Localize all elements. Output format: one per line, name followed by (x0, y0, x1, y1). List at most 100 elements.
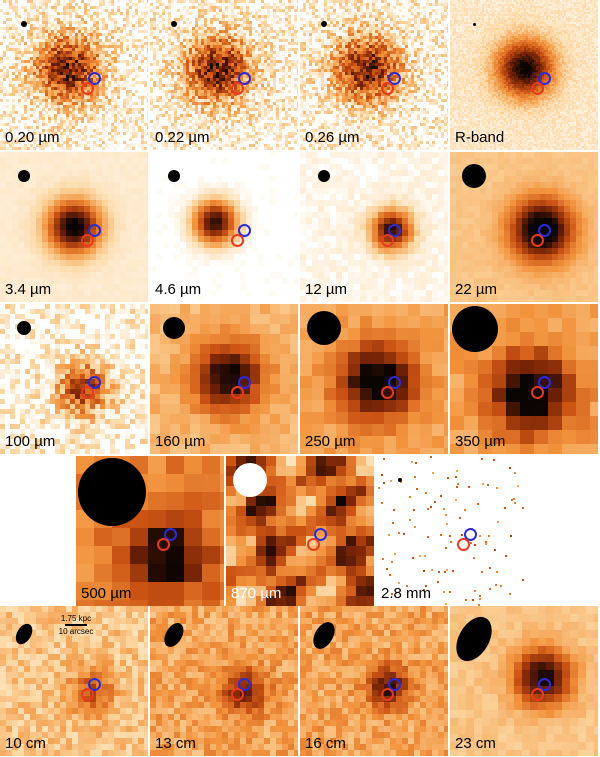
scale-bar: 1.75 kpc 10 arcsec (52, 614, 100, 636)
red-source-circle (457, 538, 470, 551)
wavelength-label: 870 µm (231, 585, 282, 602)
image-panel: 12 µm (300, 152, 448, 302)
red-source-circle (381, 386, 394, 399)
image-background (450, 0, 598, 150)
blue-source-circle (88, 224, 101, 237)
blue-source-circle (388, 72, 401, 85)
image-background (0, 152, 148, 302)
beam-size-marker (462, 164, 486, 188)
blue-source-circle (388, 376, 401, 389)
beam-size-marker (318, 170, 330, 182)
image-panel: 10 cm 1.75 kpc 10 arcsec (0, 606, 148, 756)
blue-source-circle (538, 224, 551, 237)
blue-source-circle (88, 678, 101, 691)
blue-source-circle (314, 528, 327, 541)
red-source-circle (531, 234, 544, 247)
wavelength-label: 10 cm (5, 735, 46, 752)
blue-source-circle (464, 528, 477, 541)
image-panel: 16 cm (300, 606, 448, 756)
red-source-circle (531, 82, 544, 95)
beam-size-marker (18, 170, 30, 182)
blue-source-circle (388, 678, 401, 691)
scale-bar-line (65, 624, 87, 626)
blue-source-circle (538, 376, 551, 389)
red-source-circle (81, 234, 94, 247)
red-source-circle (231, 82, 244, 95)
red-source-circle (231, 688, 244, 701)
beam-size-marker (21, 21, 27, 27)
red-source-circle (81, 688, 94, 701)
red-source-circle (81, 386, 94, 399)
image-background (150, 152, 298, 302)
beam-size-marker (163, 317, 185, 339)
wavelength-label: 160 µm (155, 433, 206, 450)
wavelength-label: 500 µm (81, 585, 132, 602)
wavelength-label: 12 µm (305, 281, 347, 298)
image-panel: 23 cm (450, 606, 598, 756)
red-source-circle (157, 538, 170, 551)
blue-source-circle (88, 376, 101, 389)
wavelength-label: 100 µm (5, 433, 56, 450)
image-panel: 4.6 µm (150, 152, 298, 302)
image-background (0, 0, 148, 150)
beam-size-marker (17, 321, 31, 335)
blue-source-circle (238, 678, 251, 691)
image-background (300, 304, 448, 454)
beam-size-marker (233, 463, 267, 497)
blue-source-circle (164, 528, 177, 541)
wavelength-label: 350 µm (455, 433, 506, 450)
beam-size-marker (452, 306, 498, 352)
wavelength-label: 22 µm (455, 281, 497, 298)
image-panel: 2.8 mm (376, 456, 524, 606)
image-panel: 0.26 µm (300, 0, 448, 150)
wavelength-label: 3.4 µm (5, 281, 52, 298)
wavelength-label: 0.20 µm (5, 129, 60, 146)
red-source-circle (381, 234, 394, 247)
wavelength-label: 2.8 mm (381, 585, 432, 602)
image-panel: 500 µm (76, 456, 224, 606)
red-source-circle (231, 234, 244, 247)
beam-size-marker (472, 22, 476, 26)
image-background (150, 0, 298, 150)
image-panel: 0.22 µm (150, 0, 298, 150)
blue-source-circle (538, 678, 551, 691)
blue-source-circle (238, 224, 251, 237)
wavelength-label: R-band (455, 129, 505, 146)
red-source-circle (307, 538, 320, 551)
image-panel: 0.20 µm (0, 0, 148, 150)
beam-size-marker (307, 311, 341, 345)
red-source-circle (381, 82, 394, 95)
image-panel: 13 cm (150, 606, 298, 756)
wavelength-label: 4.6 µm (155, 281, 202, 298)
wavelength-label: 23 cm (455, 735, 496, 752)
image-panel: R-band (450, 0, 598, 150)
wavelength-label: 250 µm (305, 433, 356, 450)
red-source-circle (81, 82, 94, 95)
scale-bar-arcsec-label: 10 arcsec (58, 627, 94, 636)
image-panel: 250 µm (300, 304, 448, 454)
wavelength-label: 0.22 µm (155, 129, 210, 146)
red-source-circle (231, 386, 244, 399)
beam-size-marker (171, 21, 177, 27)
beam-size-marker (398, 478, 402, 482)
image-panel: 100 µm (0, 304, 148, 454)
red-source-circle (531, 386, 544, 399)
blue-source-circle (238, 376, 251, 389)
image-panel: 350 µm (450, 304, 598, 454)
scale-bar-kpc-label: 1.75 kpc (60, 614, 92, 623)
blue-source-circle (388, 224, 401, 237)
blue-source-circle (88, 72, 101, 85)
blue-source-circle (238, 72, 251, 85)
image-panel: 870 µm (226, 456, 374, 606)
red-source-circle (381, 688, 394, 701)
wavelength-label: 16 cm (305, 735, 346, 752)
red-source-circle (531, 688, 544, 701)
blue-source-circle (538, 72, 551, 85)
image-panel: 3.4 µm (0, 152, 148, 302)
beam-size-marker (168, 170, 180, 182)
wavelength-label: 0.26 µm (305, 129, 360, 146)
image-panel: 22 µm (450, 152, 598, 302)
wavelength-label: 13 cm (155, 735, 196, 752)
image-background (450, 152, 598, 302)
image-panel: 160 µm (150, 304, 298, 454)
